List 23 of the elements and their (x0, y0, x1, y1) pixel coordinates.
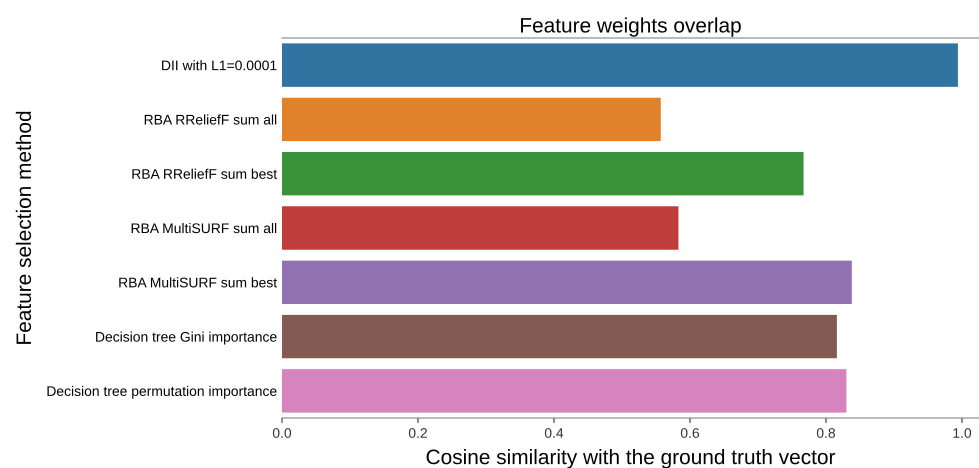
x-tick-label: 0.0 (272, 428, 292, 438)
chart-title: Feature weights overlap (521, 17, 741, 37)
bar (282, 152, 804, 196)
bar (282, 314, 837, 358)
y-tick-label: Decision tree Gini importance (96, 332, 277, 344)
y-axis-title: Feature selection method (16, 112, 32, 344)
x-tick-label: 0.6 (680, 428, 700, 438)
x-axis-title: Cosine similarity with the ground truth vector (426, 449, 836, 468)
y-tick-label: RBA RReliefF sum best (132, 168, 278, 179)
y-tick-label: DII with L1=0.0001 (162, 60, 276, 70)
y-tick-label: RBA MultiSURF sum all (132, 222, 276, 234)
bar (282, 98, 661, 142)
x-tick-label: 0.4 (544, 428, 564, 438)
y-tick-label: Decision tree permutation importance (47, 386, 277, 399)
x-tick-label: 1.0 (953, 428, 972, 438)
x-tick-label: 0.8 (816, 428, 836, 438)
y-tick-label: RBA MultiSURF sum best (119, 277, 278, 288)
bar (282, 260, 852, 304)
y-tick-label: RBA RReliefF sum all (144, 114, 276, 125)
bar (282, 206, 678, 250)
bar (282, 43, 958, 87)
bar (282, 369, 846, 413)
x-tick-label: 0.2 (408, 428, 427, 438)
